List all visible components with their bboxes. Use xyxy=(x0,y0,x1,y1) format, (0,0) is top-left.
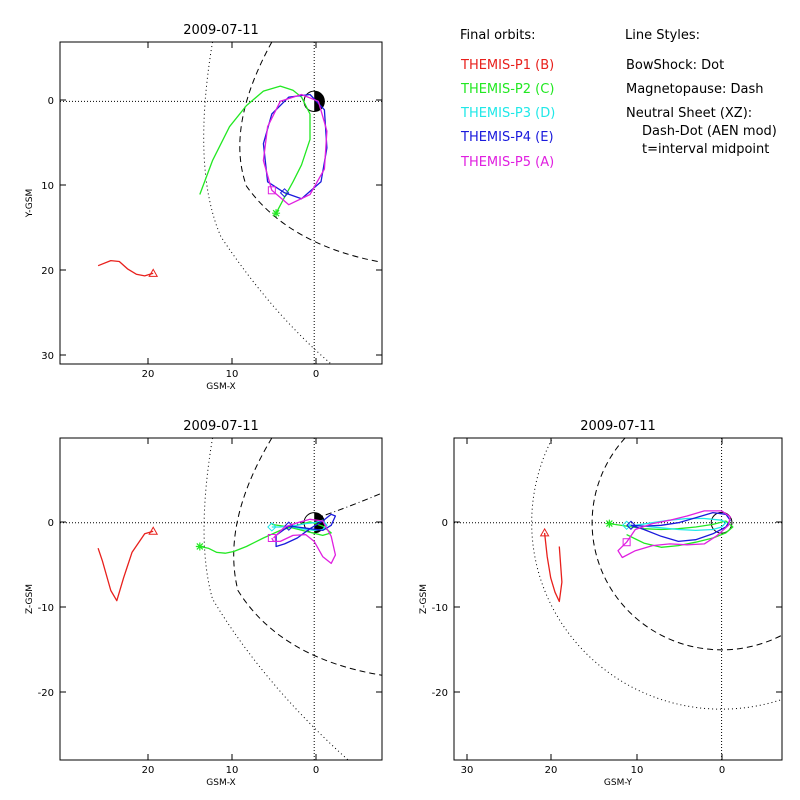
marker-star-1 xyxy=(605,519,614,528)
legend-orbits-header: Final orbits: xyxy=(460,28,536,43)
orbit-series-4 xyxy=(617,510,731,559)
plot-area xyxy=(60,438,382,760)
y-axis-label: Y-GSM xyxy=(25,189,35,218)
marker-diamond-2 xyxy=(267,522,277,532)
orbit-series-3 xyxy=(630,511,731,543)
legend-probe-p3: THEMIS-P3 (D) xyxy=(461,106,556,121)
y-axis-label: Z-GSM xyxy=(419,584,429,614)
x-axis-label: GSM-Y xyxy=(604,778,633,788)
x-tick-label: 0 xyxy=(719,765,725,776)
marker-triangle-0 xyxy=(539,527,550,537)
orbit-series-1 xyxy=(199,521,332,554)
plot-area xyxy=(60,42,382,364)
legend-style-midpoint: t=interval midpoint xyxy=(642,142,770,157)
marker-triangle-0 xyxy=(148,268,159,277)
y-tick-label: 20 xyxy=(41,266,54,277)
x-tick-label: 20 xyxy=(142,369,155,380)
x-tick-label: 20 xyxy=(142,765,155,776)
legend-probe-p2: THEMIS-P2 (C) xyxy=(461,82,555,97)
orbit-series-3 xyxy=(262,93,328,206)
y-tick-label: 0 xyxy=(442,518,448,529)
x-tick-label: 0 xyxy=(313,369,319,380)
orbit-series-1 xyxy=(199,85,311,214)
y-tick-label: -10 xyxy=(38,603,54,614)
plot-frame xyxy=(59,41,383,365)
marker-diamond-2 xyxy=(279,188,290,198)
marker-diamond-3 xyxy=(626,520,636,530)
x-axis-label: GSM-X xyxy=(206,778,235,788)
marker-diamond-2 xyxy=(621,520,632,530)
magnetopause-curve xyxy=(233,438,382,676)
legend-style-neutral-sheet: Neutral Sheet (XZ): xyxy=(626,106,753,121)
y-axis-label: Z-GSM xyxy=(25,584,35,614)
marker-star-1 xyxy=(272,209,281,218)
y-tick-label: -10 xyxy=(432,603,448,614)
x-tick-label: 0 xyxy=(313,765,319,776)
orbit-series-3 xyxy=(275,513,337,548)
y-tick-label: 0 xyxy=(48,518,54,529)
marker-triangle-0 xyxy=(148,526,159,535)
panel-xz: 0 -10 -20 20 10 0 2009-07-11 GSM-X Z-GSM xyxy=(25,419,383,788)
magnetopause-curve xyxy=(591,438,782,651)
marker-star-1 xyxy=(195,542,204,551)
panel-xy: 0 10 20 30 20 10 0 2009-07-11 GSM-X Y-GSM xyxy=(25,23,383,392)
legend-probe-p1: THEMIS-P1 (B) xyxy=(461,58,555,73)
x-axis-label: GSM-X xyxy=(206,382,235,392)
y-tick-label: 30 xyxy=(41,351,54,362)
legend-style-dashdot: Dash-Dot (AEN mod) xyxy=(642,124,777,139)
chart-title: 2009-07-11 xyxy=(183,23,259,38)
x-tick-label: 30 xyxy=(461,765,474,776)
bowshock-curve xyxy=(203,438,349,760)
orbit-series-4 xyxy=(271,518,337,565)
neutral-sheet-curve xyxy=(288,492,382,528)
orbit-series-0 xyxy=(543,532,563,603)
y-tick-label: -20 xyxy=(432,688,448,699)
plot-frame xyxy=(453,437,783,761)
magnetopause-curve xyxy=(239,42,382,263)
marker-square-4 xyxy=(622,538,631,547)
y-tick-label: -20 xyxy=(38,688,54,699)
legend-style-magnetopause: Magnetopause: Dash xyxy=(626,82,764,97)
x-tick-label: 10 xyxy=(226,765,239,776)
marker-square-4 xyxy=(267,533,276,542)
legend-probe-p5: THEMIS-P5 (A) xyxy=(461,155,555,170)
panel-yz: 0 -10 -20 30 20 10 0 2009-07-11 GSM-Y Z-GSM xyxy=(419,419,783,788)
x-tick-label: 20 xyxy=(545,765,558,776)
legend-styles-header: Line Styles: xyxy=(625,28,701,43)
legend-style-bowshock: BowShock: Dot xyxy=(626,58,725,73)
plot-frame xyxy=(59,437,383,761)
y-tick-label: 10 xyxy=(41,181,54,192)
chart-title: 2009-07-11 xyxy=(183,419,259,434)
legend-probe-p4: THEMIS-P4 (E) xyxy=(461,130,554,145)
plot-area xyxy=(454,438,782,760)
marker-square-3 xyxy=(267,186,276,195)
orbit-series-0 xyxy=(97,530,154,602)
chart-title: 2009-07-11 xyxy=(580,419,656,434)
orbit-series-0 xyxy=(97,259,154,277)
x-tick-label: 10 xyxy=(631,765,644,776)
y-tick-label: 0 xyxy=(48,96,54,107)
earth-icon xyxy=(710,511,733,534)
x-tick-label: 10 xyxy=(226,369,239,380)
